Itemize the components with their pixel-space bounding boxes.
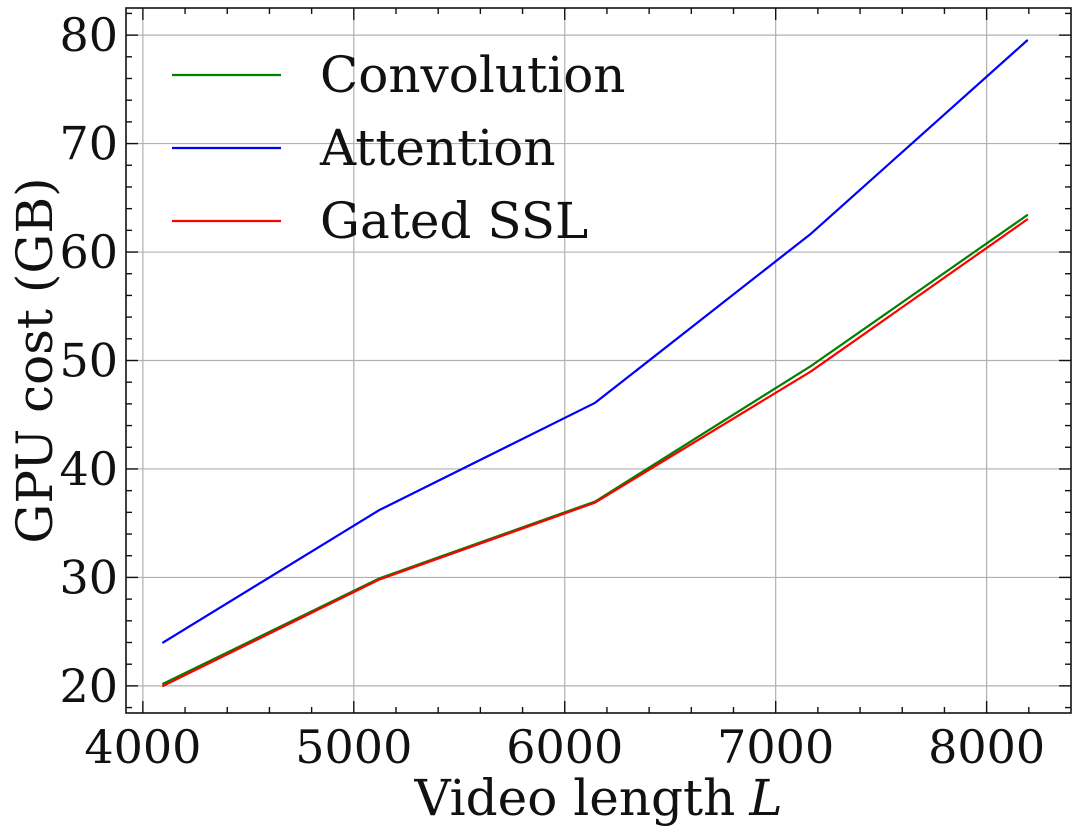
- y-tick-label: 80: [59, 8, 118, 62]
- x-axis-label-variable: L: [748, 769, 782, 827]
- series-group: [162, 39, 1029, 688]
- y-tick-label: 60: [59, 225, 118, 279]
- x-axis-label: Video length L: [413, 769, 782, 827]
- y-tick-label: 70: [59, 117, 118, 171]
- grid: [126, 8, 1071, 713]
- y-axis-label: GPU cost (GB): [6, 177, 64, 543]
- x-axis-label-text: Video length: [413, 769, 735, 827]
- y-tick-label: 30: [59, 550, 118, 604]
- series-line-gated-ssl: [162, 218, 1029, 688]
- legend-label-convolution: Convolution: [320, 46, 626, 104]
- x-tick-label: 6000: [506, 720, 623, 774]
- y-tick-label: 20: [59, 659, 118, 713]
- x-tick-label: 4000: [84, 720, 201, 774]
- plot-frame: [125, 7, 1072, 714]
- x-tick-label: 5000: [295, 720, 412, 774]
- y-tick-label: 50: [59, 334, 118, 388]
- series-line-attention: [162, 39, 1029, 644]
- y-tick-label: 40: [59, 442, 118, 496]
- x-tick-label: 7000: [717, 720, 834, 774]
- legend-label-attention: Attention: [319, 119, 556, 177]
- legend: Convolution Attention Gated SSL: [172, 46, 626, 250]
- series-line-convolution: [162, 214, 1029, 685]
- x-tick-label: 8000: [928, 720, 1045, 774]
- legend-label-gated-ssl: Gated SSL: [320, 192, 588, 250]
- ticks-group: 4000 5000 6000 7000 8000 20 30 40 50 60 70 80: [59, 8, 1071, 774]
